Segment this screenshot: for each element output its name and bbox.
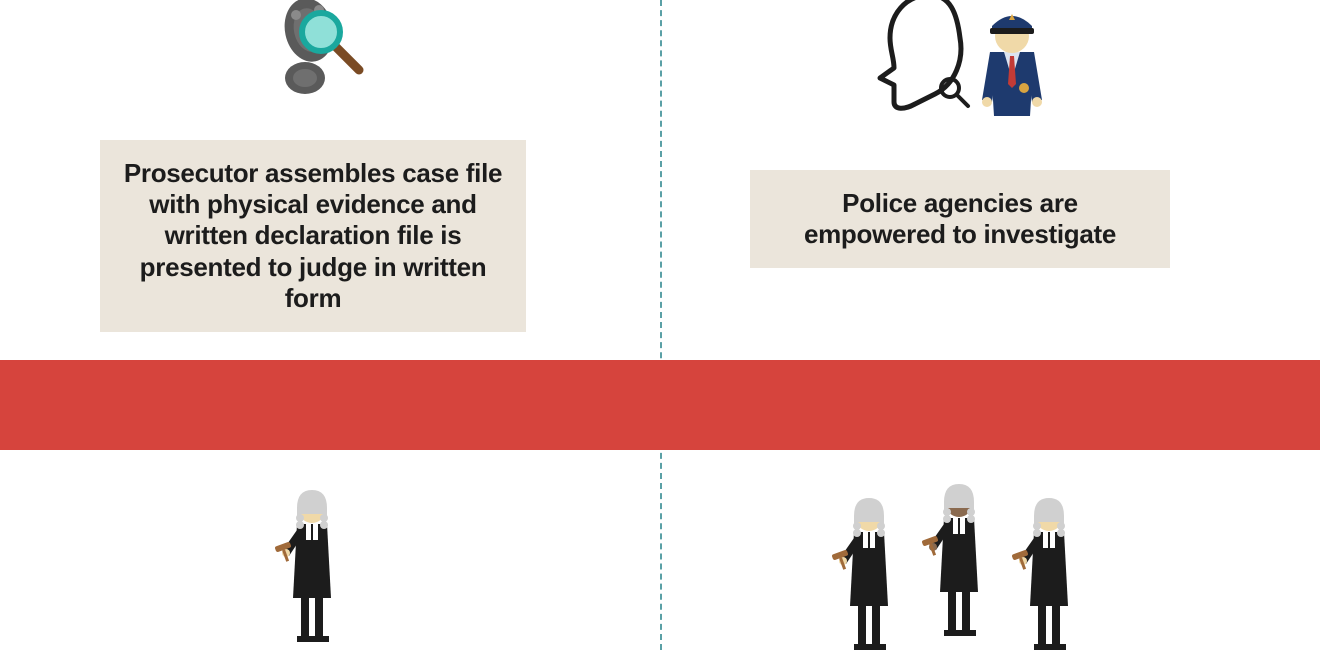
police-investigate-icon	[860, 0, 1060, 125]
single-judge-icon	[273, 480, 353, 655]
comparison-divider	[660, 0, 662, 650]
footprint-magnifier-icon	[261, 0, 371, 115]
prosecutor-text: Prosecutor assembles case file with phys…	[124, 158, 502, 313]
prosecutor-text-box: Prosecutor assembles case file with phys…	[100, 140, 526, 332]
police-text: Police agencies are empowered to investi…	[804, 188, 1116, 249]
section-divider-band	[0, 360, 1320, 450]
three-judges-icon	[830, 480, 1090, 655]
police-text-box: Police agencies are empowered to investi…	[750, 170, 1170, 268]
